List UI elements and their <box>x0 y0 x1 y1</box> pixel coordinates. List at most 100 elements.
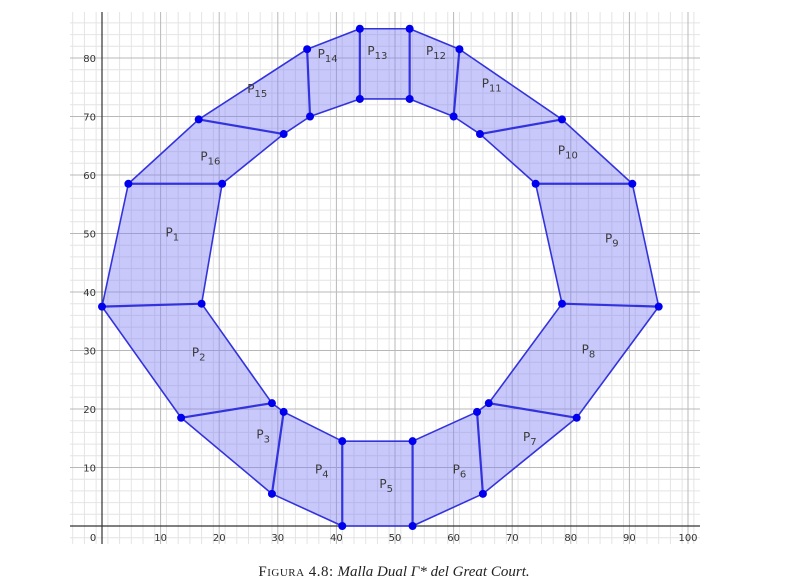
face-p1 <box>102 183 223 307</box>
y-tick-label: 80 <box>83 54 96 65</box>
vertex-point <box>572 413 581 422</box>
inner-edge <box>282 115 311 135</box>
vertex-point <box>355 94 364 103</box>
vertex-point <box>654 302 663 311</box>
radial-edge <box>475 410 484 495</box>
vertex-point <box>558 115 567 124</box>
face-label: P2 <box>192 345 206 363</box>
outer-edge <box>180 416 273 495</box>
x-tick-label: 10 <box>154 533 167 544</box>
x-tick-label: 60 <box>447 533 460 544</box>
face-label: P12 <box>426 44 446 62</box>
radial-edge <box>487 402 578 419</box>
dual-mesh-plot: 0 10 20 30 40 50 60 70 80 90 100 10 20 30 40 50 60 70 80 P… <box>70 12 700 544</box>
vertex-point <box>408 437 417 446</box>
face-p7 <box>477 403 577 494</box>
face-label: P16 <box>200 149 220 167</box>
x-tick-label: 0 <box>90 533 96 544</box>
face-p6 <box>412 411 483 526</box>
face-p15 <box>198 49 311 135</box>
outer-edge <box>482 416 578 495</box>
outer-edge <box>127 118 200 185</box>
face-p4 <box>271 411 343 526</box>
vertex-point <box>408 522 417 530</box>
face-labels: P1 P2 P3 P4 P5 P6 P7 P8 P9 P10 P11 P12 P13 P14 P15 P16 <box>166 44 619 495</box>
outer-edge <box>411 493 484 527</box>
vertex-point <box>124 179 133 188</box>
radial-edge <box>478 118 564 136</box>
outer-edge <box>101 305 182 419</box>
x-tick-label: 30 <box>271 533 284 544</box>
x-tick-label: 100 <box>678 533 697 544</box>
vertex-point <box>267 399 276 408</box>
radial-edge <box>270 410 285 495</box>
outer-edge <box>631 182 660 308</box>
inner-edge <box>408 98 455 118</box>
vertex-point <box>455 45 464 54</box>
vertex-point <box>338 437 347 446</box>
inner-edge <box>200 182 223 305</box>
tick-labels: 0 10 20 30 40 50 60 70 80 90 100 10 20 30 40 50 60 70 80 <box>83 54 697 544</box>
radial-edge <box>180 402 274 419</box>
radial-edge <box>560 302 660 308</box>
vertex-point <box>484 399 493 408</box>
radial-edge <box>452 48 461 118</box>
vertex-point <box>194 115 203 124</box>
vertex-point <box>405 94 414 103</box>
vertex-point <box>267 489 276 498</box>
y-tick-label: 70 <box>83 113 96 124</box>
caption-label: Figura 4.8: <box>258 564 334 580</box>
vertex-point <box>558 299 567 308</box>
face-p14 <box>307 28 360 117</box>
outer-edge <box>101 182 130 308</box>
figure-caption: Figura 4.8: Malla Dual Γ* del Great Cour… <box>0 564 788 581</box>
face-label: P4 <box>315 462 329 480</box>
outer-edge <box>306 27 361 51</box>
vertex-point <box>306 112 315 121</box>
face-p5 <box>342 441 413 526</box>
x-tick-label: 80 <box>564 533 577 544</box>
inner-edge <box>282 411 344 442</box>
inner-edge <box>452 115 481 135</box>
y-tick-label: 40 <box>83 288 96 299</box>
face-p16 <box>128 119 284 184</box>
vertex-point <box>628 179 637 188</box>
caption-text: Malla Dual Γ* del Great Court. <box>337 564 530 580</box>
face-p13 <box>359 28 410 99</box>
vertex-point <box>449 112 458 121</box>
dual-vertices <box>98 24 663 530</box>
face-label: P10 <box>558 144 578 162</box>
vertex-point <box>177 413 186 422</box>
vertex-point <box>475 130 484 139</box>
vertex-point <box>197 299 206 308</box>
vertex-point <box>478 489 487 498</box>
vertex-point <box>355 24 364 33</box>
x-tick-label: 70 <box>506 533 519 544</box>
face-label: P6 <box>453 462 467 480</box>
y-tick-label: 20 <box>83 405 96 416</box>
vertex-point <box>531 179 540 188</box>
vertex-point <box>279 130 288 139</box>
radial-edge <box>197 118 285 136</box>
face-p11 <box>453 49 563 135</box>
y-tick-label: 50 <box>83 230 96 241</box>
face-label: P11 <box>482 76 502 94</box>
face-label: P3 <box>256 427 270 445</box>
face-p2 <box>102 303 272 418</box>
vertex-point <box>338 522 347 530</box>
y-tick-label: 30 <box>83 347 96 358</box>
outer-edge <box>408 27 461 51</box>
outer-edge <box>458 48 563 121</box>
major-grid <box>70 12 700 544</box>
face-p9 <box>535 183 659 307</box>
face-label: P1 <box>166 225 180 243</box>
face-label: P14 <box>318 47 338 65</box>
vertex-point <box>473 407 482 416</box>
x-tick-label: 90 <box>623 533 636 544</box>
face-p3 <box>181 403 284 494</box>
face-label: P15 <box>247 82 267 100</box>
outer-edge <box>575 305 660 419</box>
vertex-point <box>279 407 288 416</box>
inner-edge <box>534 182 563 305</box>
outer-edge <box>271 493 344 527</box>
